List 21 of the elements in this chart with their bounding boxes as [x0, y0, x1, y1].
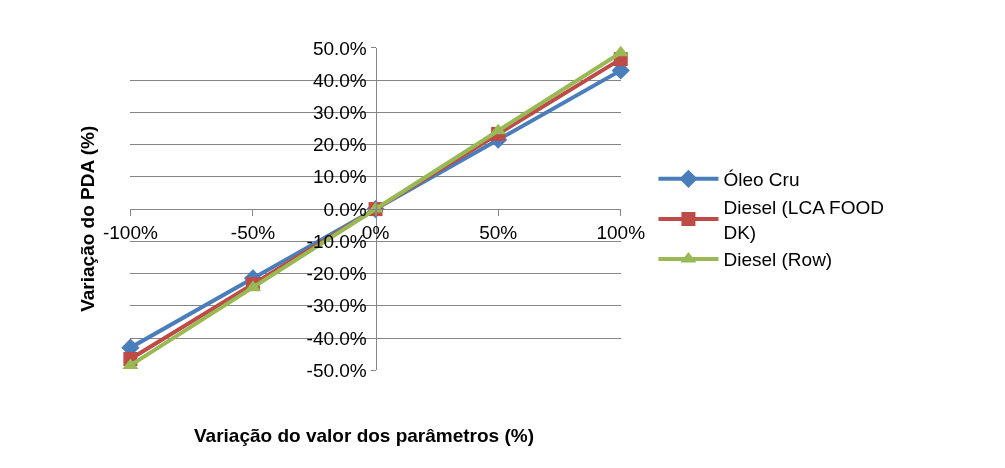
y-axis-title: Variação do PDA (%) — [76, 125, 98, 312]
x-tick-label: 100% — [596, 221, 646, 243]
x-tick-label: -50% — [230, 221, 276, 243]
x-axis-title: Variação do valor dos parâmetros (%) — [194, 425, 535, 446]
legend-label: Diesel (Row) — [723, 249, 833, 271]
y-tick-label: 40.0% — [312, 69, 367, 91]
y-tick-label: -40.0% — [306, 327, 367, 349]
legend-label: Óleo Cru — [723, 169, 800, 191]
y-tick-label: 10.0% — [312, 166, 367, 188]
x-tick-label: -100% — [102, 221, 158, 243]
y-tick-label: 50.0% — [312, 37, 367, 59]
y-tick-label: 20.0% — [312, 134, 367, 156]
y-tick-label: -20.0% — [306, 263, 367, 285]
y-tick-label: -30.0% — [306, 295, 367, 317]
point — [490, 123, 507, 135]
legend-label: Diesel (LCA FOOD DK) — [723, 196, 884, 243]
y-tick-label: 0.0% — [323, 198, 367, 220]
point — [612, 45, 629, 57]
x-tick-label: 50% — [479, 221, 518, 243]
y-tick-label: 30.0% — [312, 101, 367, 123]
y-tick-label: -50.0% — [306, 359, 367, 381]
